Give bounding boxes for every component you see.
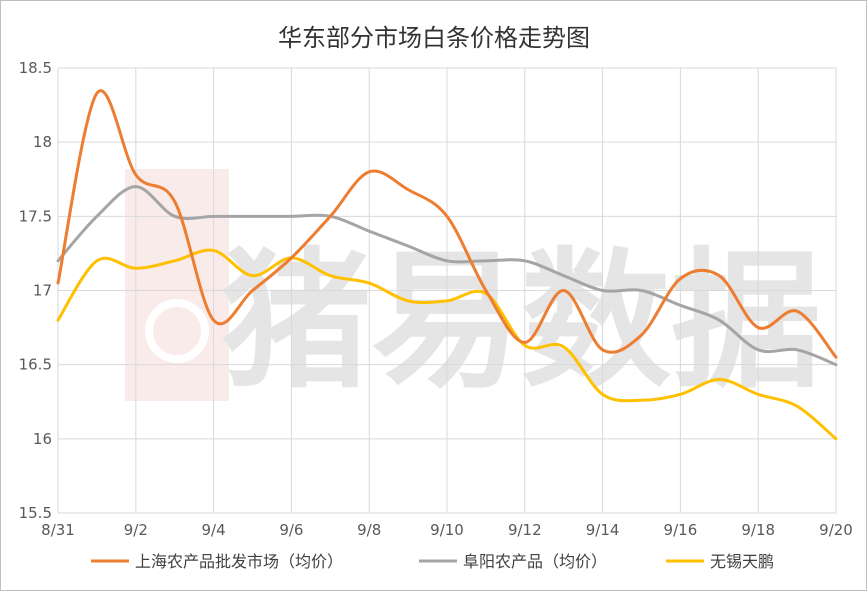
- gridlines: [57, 67, 837, 514]
- y-tick-label: 18: [33, 133, 52, 151]
- x-tick-label: 9/14: [586, 521, 620, 539]
- y-tick-label: 17: [33, 282, 52, 300]
- legend: 上海农产品批发市场（均价） 阜阳农产品（均价） 无锡天鹏: [91, 552, 774, 571]
- axes: 15.5 16 16.5 17 17.5 18 18.5 8/31 9/2 9/4 9/6 9/8 9/…: [19, 59, 853, 539]
- y-tick-label: 17.5: [19, 207, 52, 225]
- x-tick-label: 9/2: [124, 521, 148, 539]
- y-tick-label: 16.5: [19, 356, 52, 374]
- legend-item-1: 阜阳农产品（均价）: [419, 552, 607, 571]
- series-line-1: [56, 185, 838, 367]
- watermark-logo-ring: [145, 299, 209, 363]
- x-tick-label: 9/16: [664, 521, 698, 539]
- legend-label: 无锡天鹏: [710, 552, 774, 571]
- watermark: 猪易数据: [125, 169, 821, 409]
- series-line-0: [56, 89, 838, 359]
- y-tick-label: 18.5: [19, 59, 52, 77]
- x-tick-label: 9/18: [741, 521, 775, 539]
- x-tick-label: 9/10: [430, 521, 464, 539]
- y-tick-label: 16: [33, 430, 52, 448]
- legend-item-2: 无锡天鹏: [666, 552, 774, 571]
- x-tick-label: 8/31: [41, 521, 75, 539]
- y-tick-label: 15.5: [19, 504, 52, 522]
- x-tick-label: 9/6: [279, 521, 303, 539]
- legend-label: 上海农产品批发市场（均价）: [135, 552, 343, 571]
- chart-title: 华东部分市场白条价格走势图: [278, 24, 590, 52]
- x-tick-label: 9/20: [819, 521, 853, 539]
- legend-label: 阜阳农产品（均价）: [463, 552, 607, 571]
- x-tick-label: 9/4: [202, 521, 226, 539]
- series-line-2: [56, 248, 838, 441]
- series-lines: [56, 89, 838, 441]
- legend-item-0: 上海农产品批发市场（均价）: [91, 552, 343, 571]
- x-tick-label: 9/12: [508, 521, 542, 539]
- x-tick-label: 9/8: [357, 521, 381, 539]
